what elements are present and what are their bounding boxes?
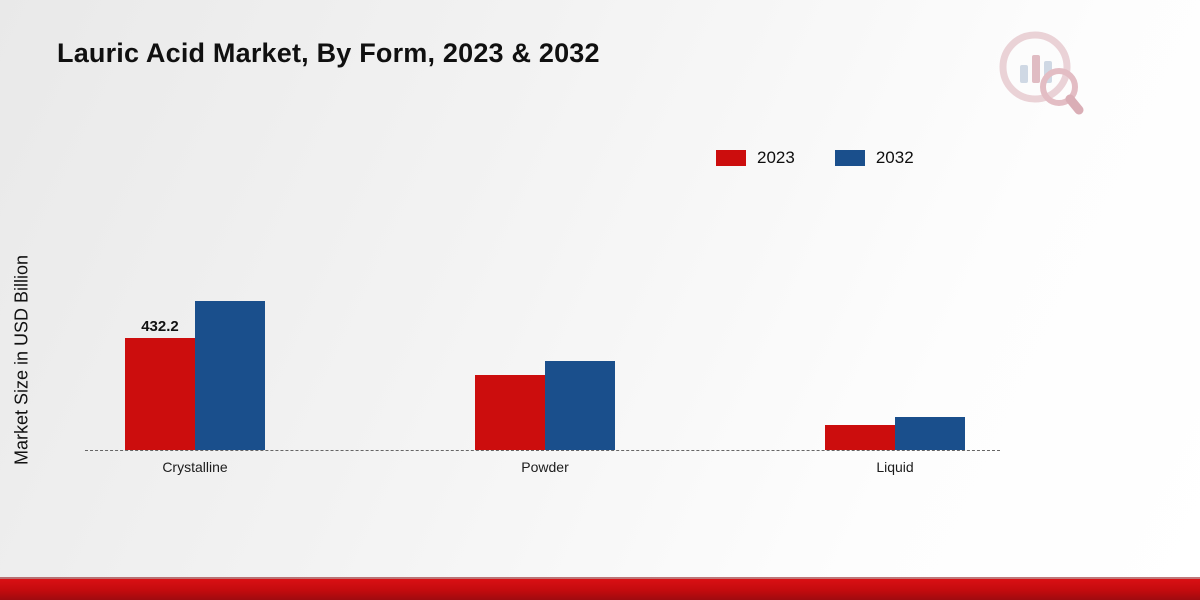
bar [825,425,895,450]
bar [475,375,545,450]
legend-item-2032: 2032 [834,148,914,168]
bar [895,416,965,450]
plot-area: 432.2 Crystalline Powder Liquid [85,296,1000,475]
bar-group-powder: Powder [475,360,615,475]
footer-ribbon [0,579,1200,600]
legend: 2023 2032 [716,148,914,168]
bar-2032-powder [545,360,615,450]
y-axis-label: Market Size in USD Billion [11,254,32,466]
category-label: Crystalline [162,459,228,475]
page-title: Lauric Acid Market, By Form, 2023 & 2032 [57,38,600,68]
bar-2023-liquid [825,425,895,450]
legend-label-2023: 2023 [757,148,795,167]
category-label: Powder [521,459,569,475]
bar-value-label: 432.2 [141,318,179,336]
legend-marker-2032 [834,150,865,166]
bar-2023-powder [475,375,545,450]
bar-chart-magnifier-logo-icon [993,25,1088,125]
bar-2032-liquid [895,416,965,450]
bar [195,301,265,450]
legend-label-2032: 2032 [875,148,914,167]
bar-2032-crystalline [195,301,265,450]
bar-group-crystalline: 432.2 Crystalline [125,301,265,475]
category-label: Liquid [876,459,914,475]
bar-group-liquid: Liquid [825,416,965,475]
legend-item-2023: 2023 [716,148,795,168]
bar-2023-crystalline: 432.2 [125,318,195,450]
bar [125,338,195,450]
legend-marker-2023 [716,150,746,166]
bar [545,360,615,450]
